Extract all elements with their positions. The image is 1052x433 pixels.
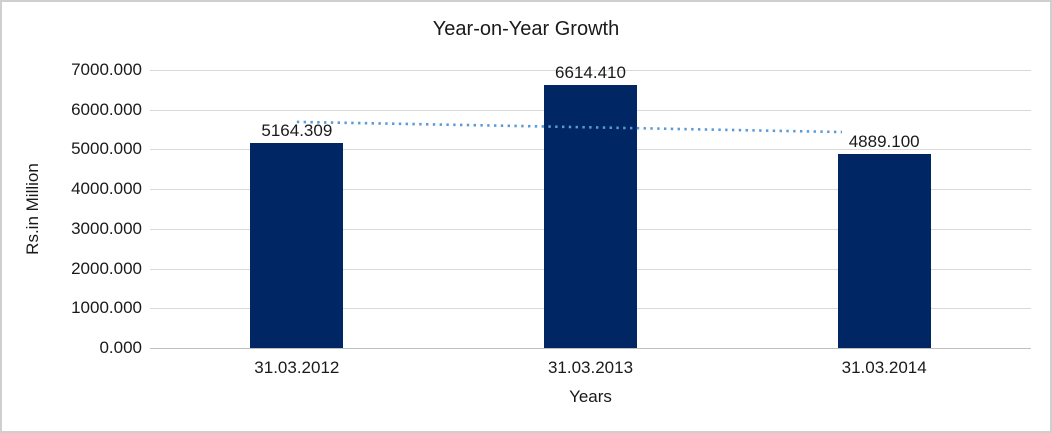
y-tick-label: 7000.000 bbox=[71, 60, 142, 79]
y-tick-label: 1000.000 bbox=[71, 298, 142, 318]
x-tick-label: 31.03.2013 bbox=[547, 358, 634, 377]
x-tick-label: 31.03.2012 bbox=[254, 358, 340, 377]
y-tick-label: 0.000 bbox=[99, 338, 142, 357]
y-tick-label: 4000.000 bbox=[71, 179, 142, 199]
y-tick-label: 2000.000 bbox=[71, 258, 142, 278]
x-tick-label: 31.03.2014 bbox=[841, 358, 927, 377]
bar-value-label: 4889.100 bbox=[848, 131, 920, 151]
bar bbox=[250, 142, 344, 348]
x-axis-title: Years bbox=[569, 387, 612, 406]
bar bbox=[837, 153, 931, 348]
y-tick-label: 5000.000 bbox=[71, 139, 142, 159]
chart-title: Year-on-Year Growth bbox=[432, 18, 620, 40]
bar bbox=[544, 85, 637, 348]
bar-value-label: 5164.309 bbox=[261, 120, 333, 140]
gridline bbox=[150, 70, 1031, 71]
bar-value-label: 6614.410 bbox=[555, 63, 626, 83]
x-axis-line bbox=[150, 348, 1031, 349]
y-tick-label: 6000.000 bbox=[71, 99, 142, 119]
y-tick-label: 3000.000 bbox=[71, 218, 142, 238]
